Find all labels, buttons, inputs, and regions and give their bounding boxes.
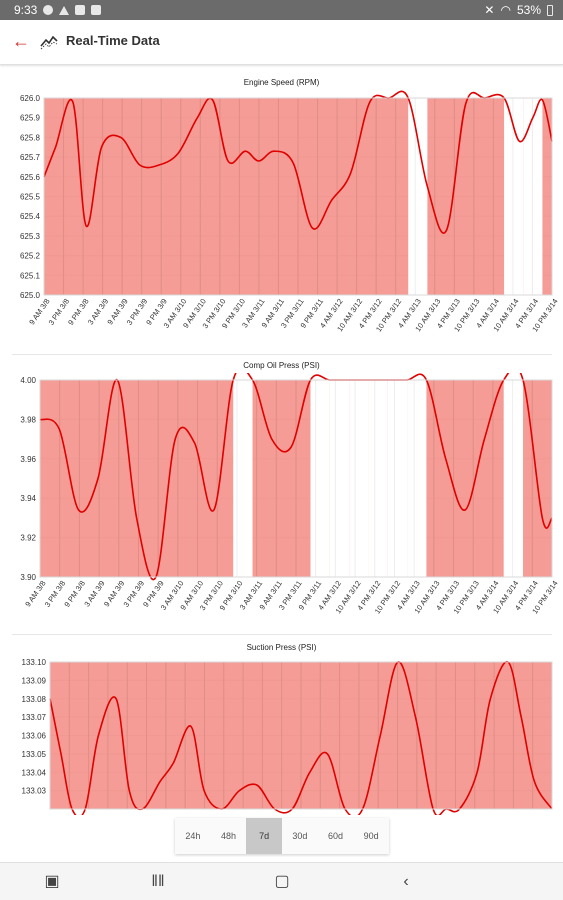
series-line <box>43 90 553 234</box>
home-icon[interactable]: ▢ <box>274 873 290 890</box>
band-area <box>50 662 552 809</box>
y-tick-label: 3.92 <box>20 534 36 543</box>
band-gap <box>523 98 543 295</box>
band-gap <box>408 98 428 295</box>
status-time: 9:33 <box>14 3 38 17</box>
status-bar: 9:33 ✕ ◠ 53% <box>0 0 563 20</box>
chart-divider <box>12 634 552 635</box>
plot-border <box>49 661 553 810</box>
y-tick-label: 133.06 <box>22 732 47 741</box>
chart-title-comp-oil-press: Comp Oil Press (PSI) <box>243 361 320 370</box>
band-area <box>40 380 552 577</box>
y-tick-label: 3.94 <box>20 494 36 503</box>
image-icon <box>91 5 102 15</box>
y-tick-label: 3.90 <box>20 573 36 582</box>
line-trend-icon <box>40 35 58 50</box>
plot-border <box>39 379 553 578</box>
y-tick-label: 625.5 <box>20 193 41 202</box>
band-gap <box>504 98 524 295</box>
range-option-90d[interactable]: 90d <box>363 831 379 841</box>
wifi-icon: ◠ <box>500 3 511 17</box>
y-tick-label: 625.6 <box>20 173 41 182</box>
arrow-left-icon[interactable]: ← <box>12 31 30 51</box>
y-tick-label: 3.96 <box>20 455 36 464</box>
band-gap <box>407 380 427 577</box>
y-tick-label: 4.00 <box>20 376 36 385</box>
page-title: Real-Time Data <box>66 33 160 48</box>
suction-press-chart: 133.10 133.09 133.08 133.07 133.06 133.05 133.… <box>22 658 553 815</box>
range-option-60d[interactable]: 60d <box>328 831 344 841</box>
chart-title-engine-speed: Engine Speed (RPM) <box>243 78 320 87</box>
y-tick-label: 625.7 <box>20 153 41 162</box>
y-tick-label: 133.07 <box>22 713 47 722</box>
y-tick-label: 625.8 <box>20 133 41 142</box>
chart-title-suction-press: Suction Press (PSI) <box>246 643 317 652</box>
battery-icon <box>547 4 553 16</box>
mute-icon: ✕ <box>484 3 495 17</box>
band-gap <box>233 380 253 577</box>
recents-icon[interactable]: ‖‖ <box>151 873 165 890</box>
band-gap <box>329 380 350 577</box>
band-gap <box>503 380 524 577</box>
chart-divider <box>12 354 552 355</box>
y-tick-label: 625.1 <box>20 271 41 280</box>
range-option-7d[interactable]: 7d <box>246 818 283 854</box>
band-gap <box>310 380 330 577</box>
close-box-icon <box>75 5 86 15</box>
battery-level: 53% <box>516 3 541 17</box>
plot-border <box>43 97 553 296</box>
charts-container[interactable]: Engine Speed (RPM) 626.0 625.9 625.8 625.7 6… <box>0 66 563 861</box>
y-tick-label: 626.0 <box>20 94 41 103</box>
y-tick-label: 133.03 <box>22 787 47 796</box>
account-icon <box>43 5 54 15</box>
y-tick-label: 625.0 <box>20 291 41 300</box>
y-tick-label: 133.05 <box>22 750 47 759</box>
y-tick-label: 625.3 <box>20 232 41 241</box>
back-nav-icon[interactable]: ‹ <box>403 873 409 890</box>
screenshot-icon[interactable]: ▣ <box>44 873 60 890</box>
band-gap <box>368 380 388 577</box>
y-tick-label: 625.2 <box>20 252 41 261</box>
y-tick-label: 625.9 <box>20 114 41 123</box>
y-tick-label: 133.04 <box>22 768 47 777</box>
range-option-24h[interactable]: 24h <box>185 831 201 841</box>
status-right: ✕ ◠ 53% <box>484 3 553 17</box>
comp-oil-press-chart: 4.003.983.963.943.923.909 AM 3/83 PM 3/8… <box>20 373 560 616</box>
range-option-48h[interactable]: 48h <box>220 831 237 841</box>
y-tick-label: 3.98 <box>20 415 36 424</box>
series-line <box>39 373 553 581</box>
y-tick-label: 625.4 <box>20 212 41 221</box>
system-nav-bar: ▣ ‖‖ ▢ ‹ <box>0 862 563 900</box>
app-bar: ← Real-Time Data <box>0 20 563 65</box>
band-gap <box>387 380 408 577</box>
range-option-30d[interactable]: 30d <box>292 831 308 841</box>
warning-icon <box>59 5 70 15</box>
y-tick-label: 133.08 <box>22 695 47 704</box>
engine-speed-chart: 626.0 625.9 625.8 625.7 625.6 625.5 625.4 625.3… <box>20 90 560 334</box>
y-tick-label: 133.10 <box>22 658 47 667</box>
band-area <box>44 98 552 295</box>
status-left: 9:33 <box>14 3 102 17</box>
time-range-selector: 24h 48h 7d 30d 60d 90d <box>175 818 389 854</box>
y-tick-label: 133.09 <box>22 676 47 685</box>
series-line <box>49 661 553 815</box>
band-gap <box>349 380 369 577</box>
